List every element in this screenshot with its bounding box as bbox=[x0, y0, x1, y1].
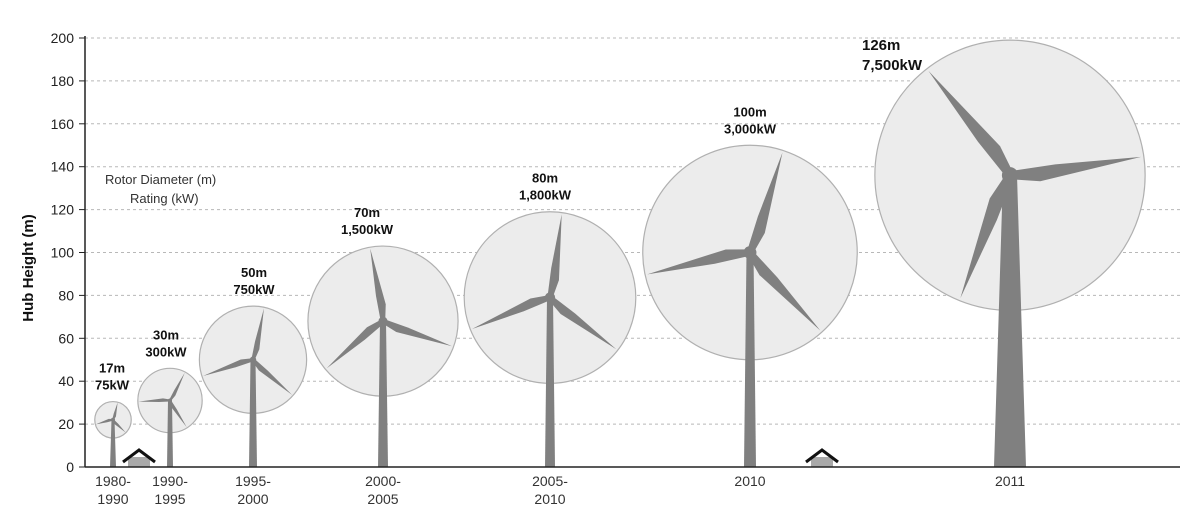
blade bbox=[251, 358, 293, 395]
blade bbox=[138, 398, 171, 402]
rotor-diameter-label: 100m bbox=[733, 104, 766, 119]
hub bbox=[1001, 167, 1019, 184]
y-axis-label: Hub Height (m) bbox=[20, 214, 37, 321]
x-tick-label: 2010 bbox=[734, 473, 765, 489]
turbine bbox=[874, 39, 1146, 467]
legend-line-1: Rotor Diameter (m) bbox=[105, 172, 216, 187]
y-tick-label: 40 bbox=[58, 373, 74, 389]
x-tick-label: 1990- bbox=[152, 473, 188, 489]
house-body bbox=[811, 457, 833, 467]
turbine bbox=[307, 245, 459, 467]
rating-label: 300kW bbox=[145, 344, 187, 359]
blade bbox=[203, 358, 254, 376]
x-tick-label: 1995- bbox=[235, 473, 271, 489]
blade bbox=[95, 418, 114, 425]
blade bbox=[746, 152, 783, 254]
hub bbox=[168, 398, 172, 403]
blade bbox=[547, 214, 562, 298]
y-tick-label: 20 bbox=[58, 416, 74, 432]
x-tick-label: 2010 bbox=[534, 491, 565, 507]
turbine bbox=[198, 305, 308, 467]
hub bbox=[544, 292, 556, 303]
turbine bbox=[94, 400, 132, 467]
blade bbox=[960, 173, 1014, 299]
house-roof bbox=[122, 448, 156, 464]
blade bbox=[747, 250, 821, 331]
turbine bbox=[137, 367, 203, 467]
x-tick-label: 1990 bbox=[97, 491, 128, 507]
turbine bbox=[642, 144, 858, 467]
rotor-diameter-label: 17m bbox=[99, 361, 125, 376]
y-tick-label: 100 bbox=[51, 245, 75, 261]
blade bbox=[251, 308, 264, 361]
blade bbox=[112, 402, 118, 421]
hub bbox=[249, 356, 257, 363]
blade bbox=[169, 399, 187, 428]
axes bbox=[84, 36, 1180, 468]
rotor-diameter-label: 70m bbox=[354, 205, 380, 220]
tower bbox=[744, 252, 756, 467]
turbine-labels: 17m 75kW 30m 300kW 50m 750kW 70m 1,500kW 80m 1,80… bbox=[95, 37, 923, 393]
x-tick-label: 2005- bbox=[532, 473, 568, 489]
y-tick-label: 180 bbox=[51, 73, 75, 89]
blade bbox=[370, 248, 386, 322]
rating-label: 1,800kW bbox=[519, 188, 572, 203]
house-body bbox=[128, 457, 150, 467]
hub bbox=[378, 316, 388, 326]
y-tick-label: 80 bbox=[58, 287, 74, 303]
x-tick-label: 2005 bbox=[367, 491, 398, 507]
legend-line-2: Rating (kW) bbox=[130, 191, 199, 206]
y-tick-label: 120 bbox=[51, 202, 75, 218]
house-icon bbox=[805, 448, 839, 467]
y-tick-label: 0 bbox=[66, 459, 74, 475]
rotor-diameter-label: 30m bbox=[153, 327, 179, 342]
x-tick-label: 1980- bbox=[95, 473, 131, 489]
hub bbox=[743, 246, 757, 259]
turbines bbox=[94, 39, 1146, 467]
tower bbox=[994, 175, 1026, 467]
rating-label: 75kW bbox=[95, 378, 130, 393]
tower bbox=[545, 297, 555, 467]
blade bbox=[928, 70, 1014, 178]
house-icon bbox=[122, 448, 156, 467]
blade bbox=[647, 249, 751, 275]
rating-label: 3,000kW bbox=[724, 121, 777, 136]
rating-label: 750kW bbox=[233, 282, 275, 297]
blade bbox=[472, 295, 551, 330]
blade bbox=[382, 319, 453, 347]
house-icons bbox=[122, 448, 839, 467]
y-tick-label: 60 bbox=[58, 330, 74, 346]
tower bbox=[110, 419, 116, 467]
blade bbox=[169, 372, 185, 401]
x-tick-label: 2000 bbox=[237, 491, 268, 507]
blade bbox=[548, 295, 617, 350]
x-tick-label: 2011 bbox=[995, 473, 1025, 489]
rotor-diameter-label: 126m bbox=[862, 37, 900, 54]
y-tick-label: 140 bbox=[51, 159, 75, 175]
x-tick-label: 1995 bbox=[154, 491, 185, 507]
house-roof bbox=[805, 448, 839, 464]
turbine bbox=[463, 211, 637, 467]
rotor-diameter-label: 80m bbox=[532, 171, 558, 186]
y-tick-label: 160 bbox=[51, 116, 75, 132]
tower bbox=[249, 359, 257, 467]
tower bbox=[167, 400, 173, 467]
rating-label: 1,500kW bbox=[341, 222, 394, 237]
x-axis-ticks: 1980- 1990 1990- 1995 1995- 2000 2000- 2005 2005… bbox=[95, 473, 1025, 507]
x-tick-label: 2000- bbox=[365, 473, 401, 489]
hub bbox=[111, 417, 115, 422]
blade bbox=[1009, 156, 1142, 182]
tower bbox=[378, 321, 388, 467]
rating-label: 7,500kW bbox=[862, 57, 923, 74]
y-tick-label: 200 bbox=[51, 30, 75, 46]
blade bbox=[112, 419, 126, 433]
blade bbox=[326, 319, 385, 369]
rotor-diameter-label: 50m bbox=[241, 265, 267, 280]
y-axis-ticks: 0 20 40 60 80 100 120 140 160 180 200 bbox=[51, 30, 85, 475]
